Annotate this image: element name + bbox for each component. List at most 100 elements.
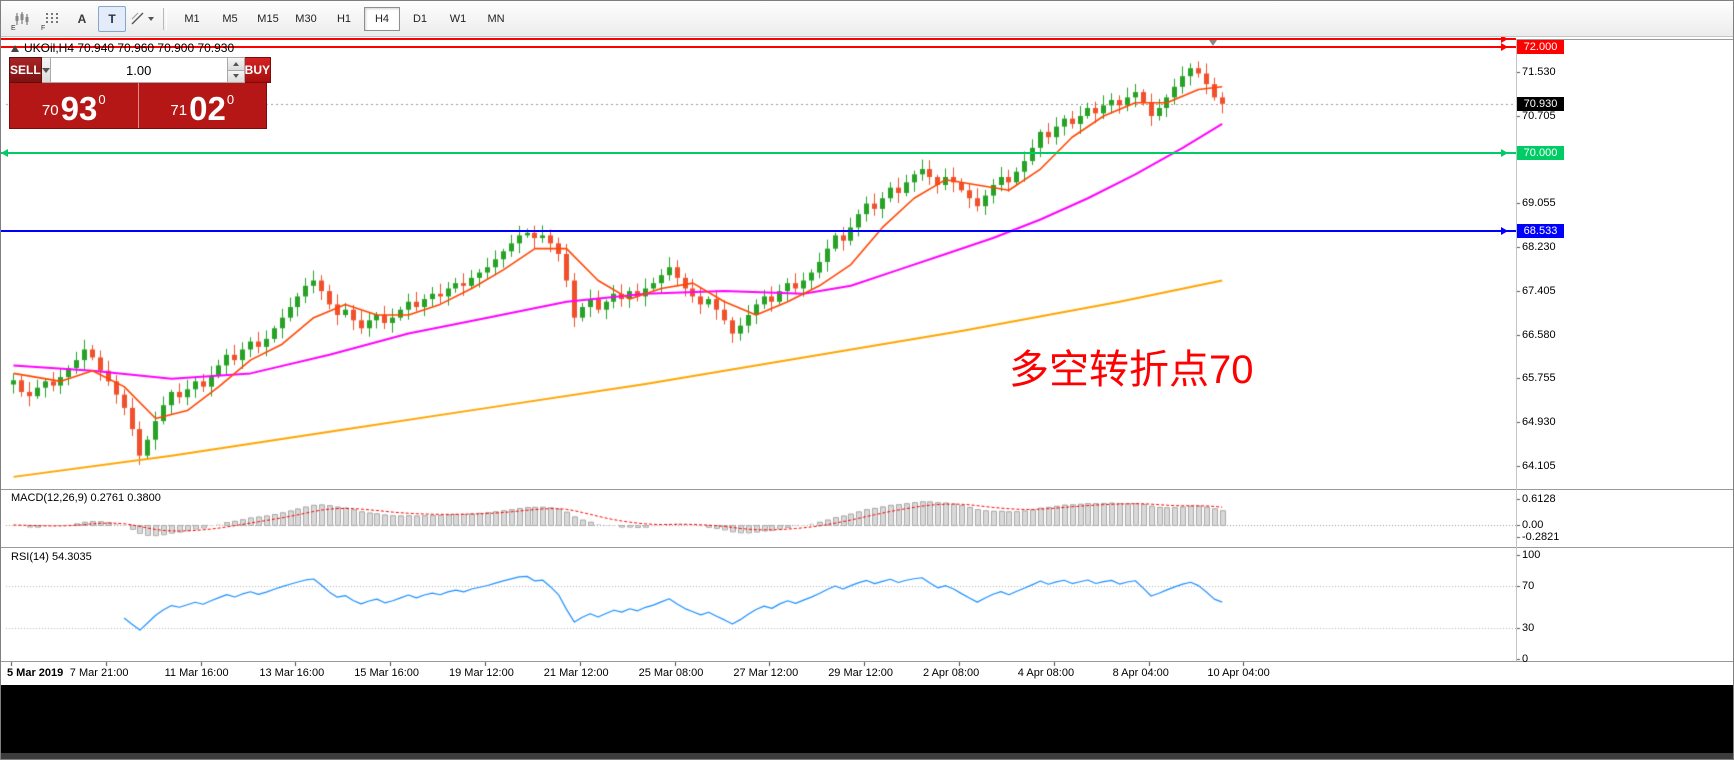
time-label-10: 2 Apr 08:00 <box>923 667 980 679</box>
horizontal-line-72.15[interactable] <box>1 35 1516 44</box>
price-tick-64.930: 64.930 <box>1522 416 1556 429</box>
chevron-down-icon <box>41 67 50 73</box>
price-scale-border <box>1516 39 1517 661</box>
rsi-axis-100: 100 <box>1522 549 1541 561</box>
text-tool-icon: A <box>77 11 87 26</box>
time-label-9: 29 Mar 12:00 <box>828 667 894 679</box>
ask-superscript: 0 <box>226 92 235 107</box>
timeframe-d1[interactable]: D1 <box>412 12 428 25</box>
macd-axis--0.2821: -0.2821 <box>1522 530 1560 543</box>
symbol-marker-icon <box>11 44 19 52</box>
price-tick-66.580: 66.580 <box>1522 328 1556 341</box>
rsi-axis-separator <box>1 661 1733 662</box>
timeframe-w1[interactable]: W1 <box>449 12 467 25</box>
timeframe-m5[interactable]: M5 <box>222 12 238 25</box>
time-label-5: 19 Mar 12:00 <box>449 667 514 679</box>
timeframe-h4[interactable]: H4 <box>364 6 400 31</box>
cursor-tool-icon: T <box>108 11 116 26</box>
ohlc-text: UKOil,H4 70.940 70.960 70.900 70.930 <box>24 41 235 55</box>
sell-price-display[interactable]: 70 93 0 <box>10 83 138 128</box>
macd-axis-0.6128: 0.6128 <box>1522 493 1556 506</box>
macd-rsi-separator[interactable] <box>1 547 1733 548</box>
ask-prefix: 71 <box>170 102 188 119</box>
chart-shift-marker[interactable] <box>1209 40 1217 46</box>
trade-controls-row: SELL BUY <box>9 57 272 83</box>
volume-spinner <box>226 58 244 82</box>
timeframe-h1[interactable]: H1 <box>336 12 352 25</box>
time-label-2: 11 Mar 16:00 <box>164 667 229 679</box>
bottom-bar <box>1 685 1733 759</box>
buy-button[interactable]: BUY <box>244 57 272 83</box>
volume-dropdown-button[interactable] <box>41 57 51 83</box>
line-end-arrow-icon <box>1501 226 1508 235</box>
chevron-down-icon <box>232 74 239 79</box>
trade-price-row: 70 93 0 71 02 0 <box>9 83 267 129</box>
chart-annotation[interactable]: 多空转折点70 <box>1009 348 1254 392</box>
main-macd-separator[interactable] <box>1 489 1733 490</box>
sell-button[interactable]: SELL <box>9 57 42 83</box>
macd-indicator-label: MACD(12,26,9) 0.2761 0.3800 <box>11 492 161 504</box>
grid-icon[interactable]: F <box>38 6 66 32</box>
drawing-tools-button[interactable] <box>128 6 156 32</box>
time-label-7: 25 Mar 08:00 <box>638 667 704 679</box>
time-label-3: 13 Mar 16:00 <box>259 667 325 679</box>
price-tick-65.755: 65.755 <box>1522 372 1556 385</box>
time-label-1: 7 Mar 21:00 <box>69 667 129 679</box>
toolbar-separator <box>163 7 167 30</box>
price-tick-71.530: 71.530 <box>1522 65 1556 78</box>
line-end-arrow-icon <box>1501 149 1508 158</box>
price-tick-67.405: 67.405 <box>1522 284 1556 297</box>
chart-type-icon[interactable]: E <box>8 6 36 32</box>
volume-decrease-button[interactable] <box>227 69 244 82</box>
grid-glyph-icon <box>45 13 58 23</box>
price-tick-70.705: 70.705 <box>1522 109 1556 122</box>
horizontal-line-72.000[interactable] <box>1 43 1516 51</box>
tool-badge: E <box>11 24 16 32</box>
time-label-6: 21 Mar 12:00 <box>543 667 609 679</box>
macd-axis-0.00: 0.00 <box>1522 519 1544 531</box>
line-end-arrow-icon <box>1501 35 1508 44</box>
rsi-axis-70: 70 <box>1522 580 1535 593</box>
horizontal-line-68.533[interactable] <box>1 226 1516 235</box>
time-label-4: 15 Mar 16:00 <box>354 667 420 679</box>
chart-ohlc-header: UKOil,H4 70.940 70.960 70.900 70.930 <box>11 41 234 55</box>
time-label-0: 5 Mar 2019 <box>7 667 64 679</box>
line-start-arrow-icon <box>1 149 8 158</box>
time-label-13: 10 Apr 04:00 <box>1207 667 1270 679</box>
volume-input[interactable] <box>50 58 227 82</box>
timeframe-mn[interactable]: MN <box>487 12 505 25</box>
volume-increase-button[interactable] <box>227 58 244 70</box>
timeframe-m1[interactable]: M1 <box>184 12 200 25</box>
rsi-indicator-label: RSI(14) 54.3035 <box>11 551 92 563</box>
rsi-axis-0: 0 <box>1522 653 1529 665</box>
macd-name: MACD(12,26,9) <box>11 492 88 504</box>
bid-big-digits: 93 <box>60 90 98 128</box>
ask-big-digits: 02 <box>189 90 226 128</box>
toolbar: E F A T M1 M5 M15 M30 H1 H4 D1 W1 MN <box>1 1 1733 37</box>
candlestick-chart-icon <box>15 11 29 25</box>
cursor-tool-button[interactable]: T <box>98 5 126 32</box>
horizontal-line-70.000[interactable] <box>1 149 1516 158</box>
timeframe-m15[interactable]: M15 <box>257 12 279 25</box>
time-label-12: 8 Apr 04:00 <box>1112 667 1169 679</box>
trendline-icon <box>131 12 143 25</box>
price-line-label-70.000: 70.000 <box>1517 146 1564 161</box>
current-price-label: 70.930 <box>1517 96 1564 111</box>
timeframe-bar: M1 M5 M15 M30 H1 H4 D1 W1 MN <box>173 6 515 31</box>
rsi-name: RSI(14) <box>11 551 49 563</box>
price-tick-69.055: 69.055 <box>1522 197 1556 210</box>
price-divider <box>137 83 139 128</box>
timeframe-m30[interactable]: M30 <box>295 12 317 25</box>
bid-prefix: 70 <box>41 102 59 119</box>
chevron-up-icon <box>232 61 239 66</box>
line-end-arrow-icon <box>1501 43 1508 51</box>
one-click-trading-panel: SELL BUY 70 93 0 71 02 0 <box>9 57 272 129</box>
text-tool-button[interactable]: A <box>68 6 96 32</box>
tool-badge: F <box>41 24 46 32</box>
buy-price-display[interactable]: 71 02 0 <box>139 83 267 128</box>
bottom-bar-edge <box>1 753 1733 759</box>
time-label-11: 4 Apr 08:00 <box>1017 667 1075 679</box>
volume-box <box>50 57 245 83</box>
